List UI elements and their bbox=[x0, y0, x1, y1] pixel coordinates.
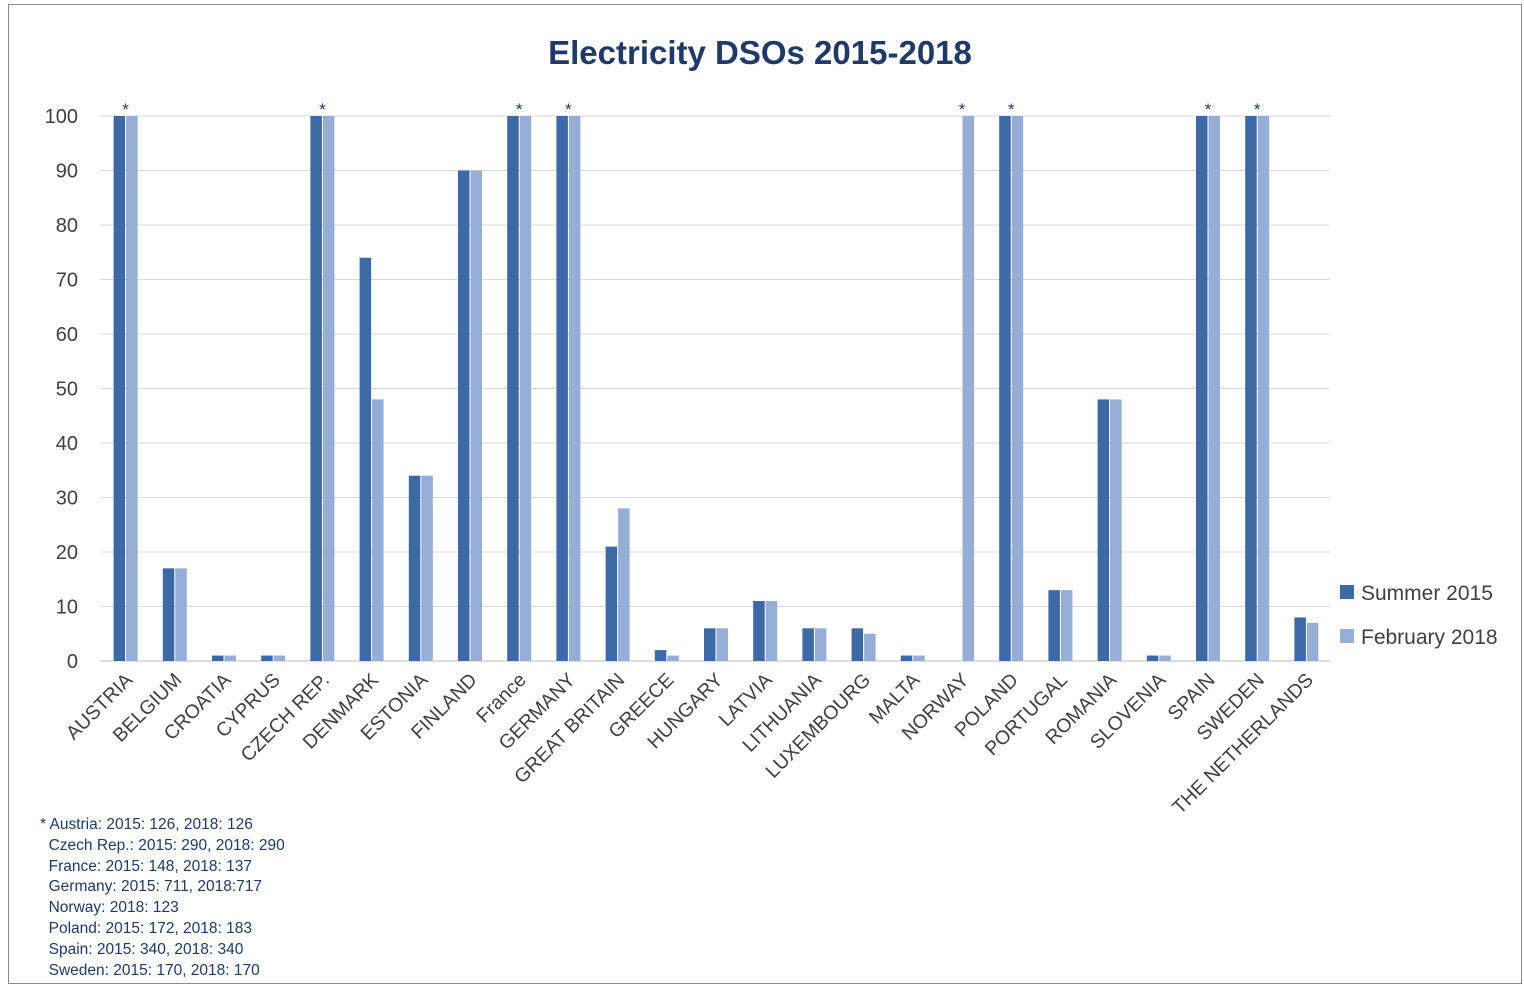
bar-summer-2015 bbox=[1146, 655, 1159, 661]
y-axis-ticks: 0 10 20 30 40 50 60 70 80 90 100 bbox=[45, 106, 78, 673]
bar-february-2018 bbox=[470, 170, 482, 661]
asterisk-marker: * bbox=[959, 100, 966, 119]
y-tick-label: 50 bbox=[56, 379, 78, 401]
legend-swatch bbox=[1340, 585, 1354, 599]
gridlines bbox=[100, 115, 1330, 662]
bar-february-2018 bbox=[864, 633, 876, 661]
bar-february-2018 bbox=[421, 475, 433, 661]
bar-summer-2015 bbox=[900, 655, 913, 661]
bar-february-2018 bbox=[618, 508, 630, 661]
bar-february-2018 bbox=[1257, 116, 1270, 661]
bar-february-2018 bbox=[1306, 622, 1319, 661]
bar-february-2018 bbox=[1110, 399, 1122, 661]
y-tick-label: 40 bbox=[56, 433, 78, 455]
bar-summer-2015 bbox=[802, 628, 814, 661]
bar-february-2018 bbox=[273, 655, 286, 661]
bar-summer-2015 bbox=[507, 116, 519, 661]
bar-summer-2015 bbox=[851, 628, 864, 661]
bar-february-2018 bbox=[1011, 116, 1024, 661]
bar-summer-2015 bbox=[1097, 399, 1110, 661]
bar-february-2018 bbox=[519, 116, 532, 661]
legend: Summer 2015 February 2018 bbox=[1340, 582, 1498, 649]
y-tick-label: 70 bbox=[56, 270, 78, 292]
asterisk-marker: * bbox=[122, 100, 129, 119]
bar-february-2018 bbox=[814, 628, 827, 661]
bar-summer-2015 bbox=[458, 170, 470, 661]
bar-february-2018 bbox=[372, 399, 384, 661]
y-tick-label: 30 bbox=[56, 488, 78, 510]
bar-summer-2015 bbox=[261, 655, 273, 661]
bar-summer-2015 bbox=[1245, 116, 1257, 661]
asterisk-marker: * bbox=[1205, 100, 1212, 119]
bar-february-2018 bbox=[913, 655, 925, 661]
y-tick-label: 80 bbox=[56, 215, 78, 237]
y-tick-label: 0 bbox=[67, 651, 78, 673]
bar-february-2018 bbox=[568, 116, 581, 661]
bar-february-2018 bbox=[126, 116, 138, 661]
bar-summer-2015 bbox=[999, 116, 1011, 661]
bar-summer-2015 bbox=[310, 116, 322, 661]
bar-summer-2015 bbox=[704, 628, 716, 661]
bar-summer-2015 bbox=[359, 257, 372, 661]
asterisk-marker: * bbox=[319, 100, 326, 119]
legend-label: Summer 2015 bbox=[1361, 582, 1493, 605]
legend-swatch bbox=[1340, 629, 1354, 643]
bar-february-2018 bbox=[322, 116, 335, 661]
bar-february-2018 bbox=[765, 601, 778, 661]
bar-february-2018 bbox=[962, 116, 974, 661]
bar-february-2018 bbox=[224, 655, 236, 661]
asterisk-marker: * bbox=[516, 100, 523, 119]
asterisk-marker: * bbox=[565, 100, 572, 119]
bar-summer-2015 bbox=[556, 116, 568, 661]
bar-february-2018 bbox=[175, 568, 187, 661]
y-tick-label: 90 bbox=[56, 161, 78, 183]
bar-summer-2015 bbox=[113, 116, 126, 661]
y-tick-label: 10 bbox=[56, 597, 78, 619]
bar-february-2018 bbox=[1159, 655, 1171, 661]
asterisk-marker: * bbox=[1254, 100, 1261, 119]
chart-frame bbox=[8, 4, 1522, 984]
bar-summer-2015 bbox=[1048, 590, 1060, 661]
bar-february-2018 bbox=[1060, 590, 1073, 661]
y-tick-label: 20 bbox=[56, 542, 78, 564]
bars: * * * * * * * * bbox=[113, 100, 1319, 661]
bar-summer-2015 bbox=[1294, 617, 1306, 661]
bar-february-2018 bbox=[1208, 116, 1220, 661]
bar-summer-2015 bbox=[1196, 116, 1208, 661]
chart-title: Electricity DSOs 2015-2018 bbox=[548, 34, 972, 71]
legend-label: February 2018 bbox=[1361, 626, 1498, 649]
bar-summer-2015 bbox=[654, 650, 667, 661]
bar-summer-2015 bbox=[162, 568, 175, 661]
bar-summer-2015 bbox=[753, 601, 765, 661]
bar-summer-2015 bbox=[605, 546, 618, 661]
y-tick-label: 60 bbox=[56, 324, 78, 346]
bar-summer-2015 bbox=[212, 655, 224, 661]
bar-february-2018 bbox=[716, 628, 728, 661]
footnote: * Austria: 2015: 126, 2018: 126 Czech Re… bbox=[40, 816, 285, 979]
bar-february-2018 bbox=[667, 655, 679, 661]
y-tick-label: 100 bbox=[45, 106, 78, 128]
bar-summer-2015 bbox=[408, 475, 421, 661]
asterisk-marker: * bbox=[1008, 100, 1015, 119]
